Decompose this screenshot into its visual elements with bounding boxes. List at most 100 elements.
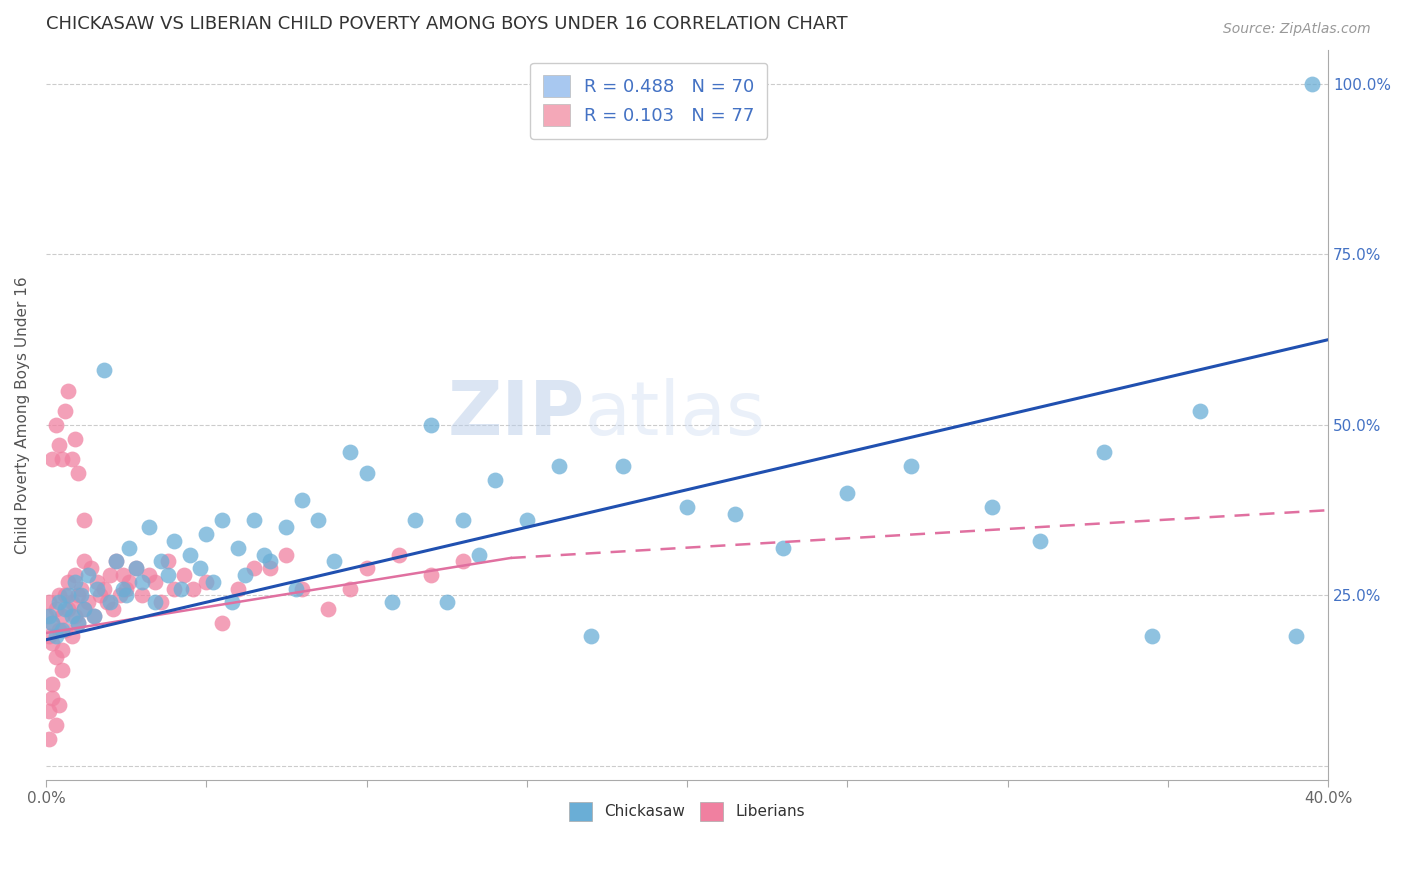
Point — [53, 602, 76, 616]
Point — [48, 623, 70, 637]
Point — [63, 574, 86, 589]
Point — [1285, 629, 1308, 643]
Point — [381, 595, 404, 609]
Point — [108, 589, 131, 603]
Point — [125, 561, 148, 575]
Text: ZIP: ZIP — [447, 378, 585, 451]
Point — [484, 473, 506, 487]
Point — [436, 595, 458, 609]
Point — [323, 554, 346, 568]
Point — [73, 602, 96, 616]
Point — [285, 582, 308, 596]
Point — [45, 649, 67, 664]
Point — [356, 561, 378, 575]
Point — [356, 466, 378, 480]
Point — [53, 404, 76, 418]
Point — [38, 705, 60, 719]
Point — [41, 690, 63, 705]
Legend: Chickasaw, Liberians: Chickasaw, Liberians — [562, 796, 811, 827]
Point — [66, 466, 89, 480]
Point — [73, 513, 96, 527]
Point — [163, 533, 186, 548]
Point — [118, 541, 141, 555]
Point — [980, 500, 1002, 514]
Point — [63, 568, 86, 582]
Point — [63, 608, 86, 623]
Point — [38, 629, 60, 643]
Point — [73, 554, 96, 568]
Point — [51, 452, 73, 467]
Point — [772, 541, 794, 555]
Point — [676, 500, 699, 514]
Text: Source: ZipAtlas.com: Source: ZipAtlas.com — [1223, 22, 1371, 37]
Point — [467, 548, 489, 562]
Point — [243, 513, 266, 527]
Point — [195, 574, 218, 589]
Point — [83, 608, 105, 623]
Point — [51, 608, 73, 623]
Point — [60, 452, 83, 467]
Point — [38, 731, 60, 746]
Point — [60, 595, 83, 609]
Point — [1028, 533, 1050, 548]
Point — [259, 554, 281, 568]
Point — [51, 664, 73, 678]
Point — [724, 507, 747, 521]
Point — [115, 582, 138, 596]
Point — [70, 582, 93, 596]
Point — [111, 568, 134, 582]
Point — [837, 486, 859, 500]
Point — [86, 574, 108, 589]
Point — [58, 602, 80, 616]
Point — [105, 554, 128, 568]
Point — [291, 493, 314, 508]
Point — [612, 458, 634, 473]
Point — [131, 574, 153, 589]
Point — [66, 615, 89, 630]
Point — [233, 568, 256, 582]
Point — [60, 629, 83, 643]
Point — [38, 608, 60, 623]
Point — [451, 554, 474, 568]
Point — [547, 458, 569, 473]
Point — [226, 582, 249, 596]
Point — [183, 582, 205, 596]
Point — [201, 574, 224, 589]
Y-axis label: Child Poverty Among Boys Under 16: Child Poverty Among Boys Under 16 — [15, 276, 30, 554]
Point — [103, 602, 125, 616]
Point — [83, 608, 105, 623]
Point — [115, 589, 138, 603]
Point — [105, 554, 128, 568]
Point — [221, 595, 243, 609]
Point — [143, 595, 166, 609]
Point — [138, 520, 160, 534]
Point — [1140, 629, 1163, 643]
Point — [419, 568, 441, 582]
Point — [276, 548, 298, 562]
Point — [118, 574, 141, 589]
Point — [451, 513, 474, 527]
Point — [66, 615, 89, 630]
Point — [41, 452, 63, 467]
Point — [291, 582, 314, 596]
Point — [1188, 404, 1211, 418]
Point — [419, 417, 441, 432]
Point — [58, 574, 80, 589]
Point — [138, 568, 160, 582]
Point — [38, 595, 60, 609]
Text: CHICKASAW VS LIBERIAN CHILD POVERTY AMONG BOYS UNDER 16 CORRELATION CHART: CHICKASAW VS LIBERIAN CHILD POVERTY AMON… — [46, 15, 848, 33]
Point — [58, 384, 80, 398]
Point — [579, 629, 602, 643]
Point — [98, 595, 121, 609]
Point — [1301, 77, 1323, 91]
Point — [48, 589, 70, 603]
Point — [76, 568, 98, 582]
Point — [150, 554, 173, 568]
Point — [339, 582, 361, 596]
Point — [156, 554, 179, 568]
Point — [387, 548, 409, 562]
Point — [516, 513, 538, 527]
Point — [66, 589, 89, 603]
Point — [45, 718, 67, 732]
Point — [80, 561, 103, 575]
